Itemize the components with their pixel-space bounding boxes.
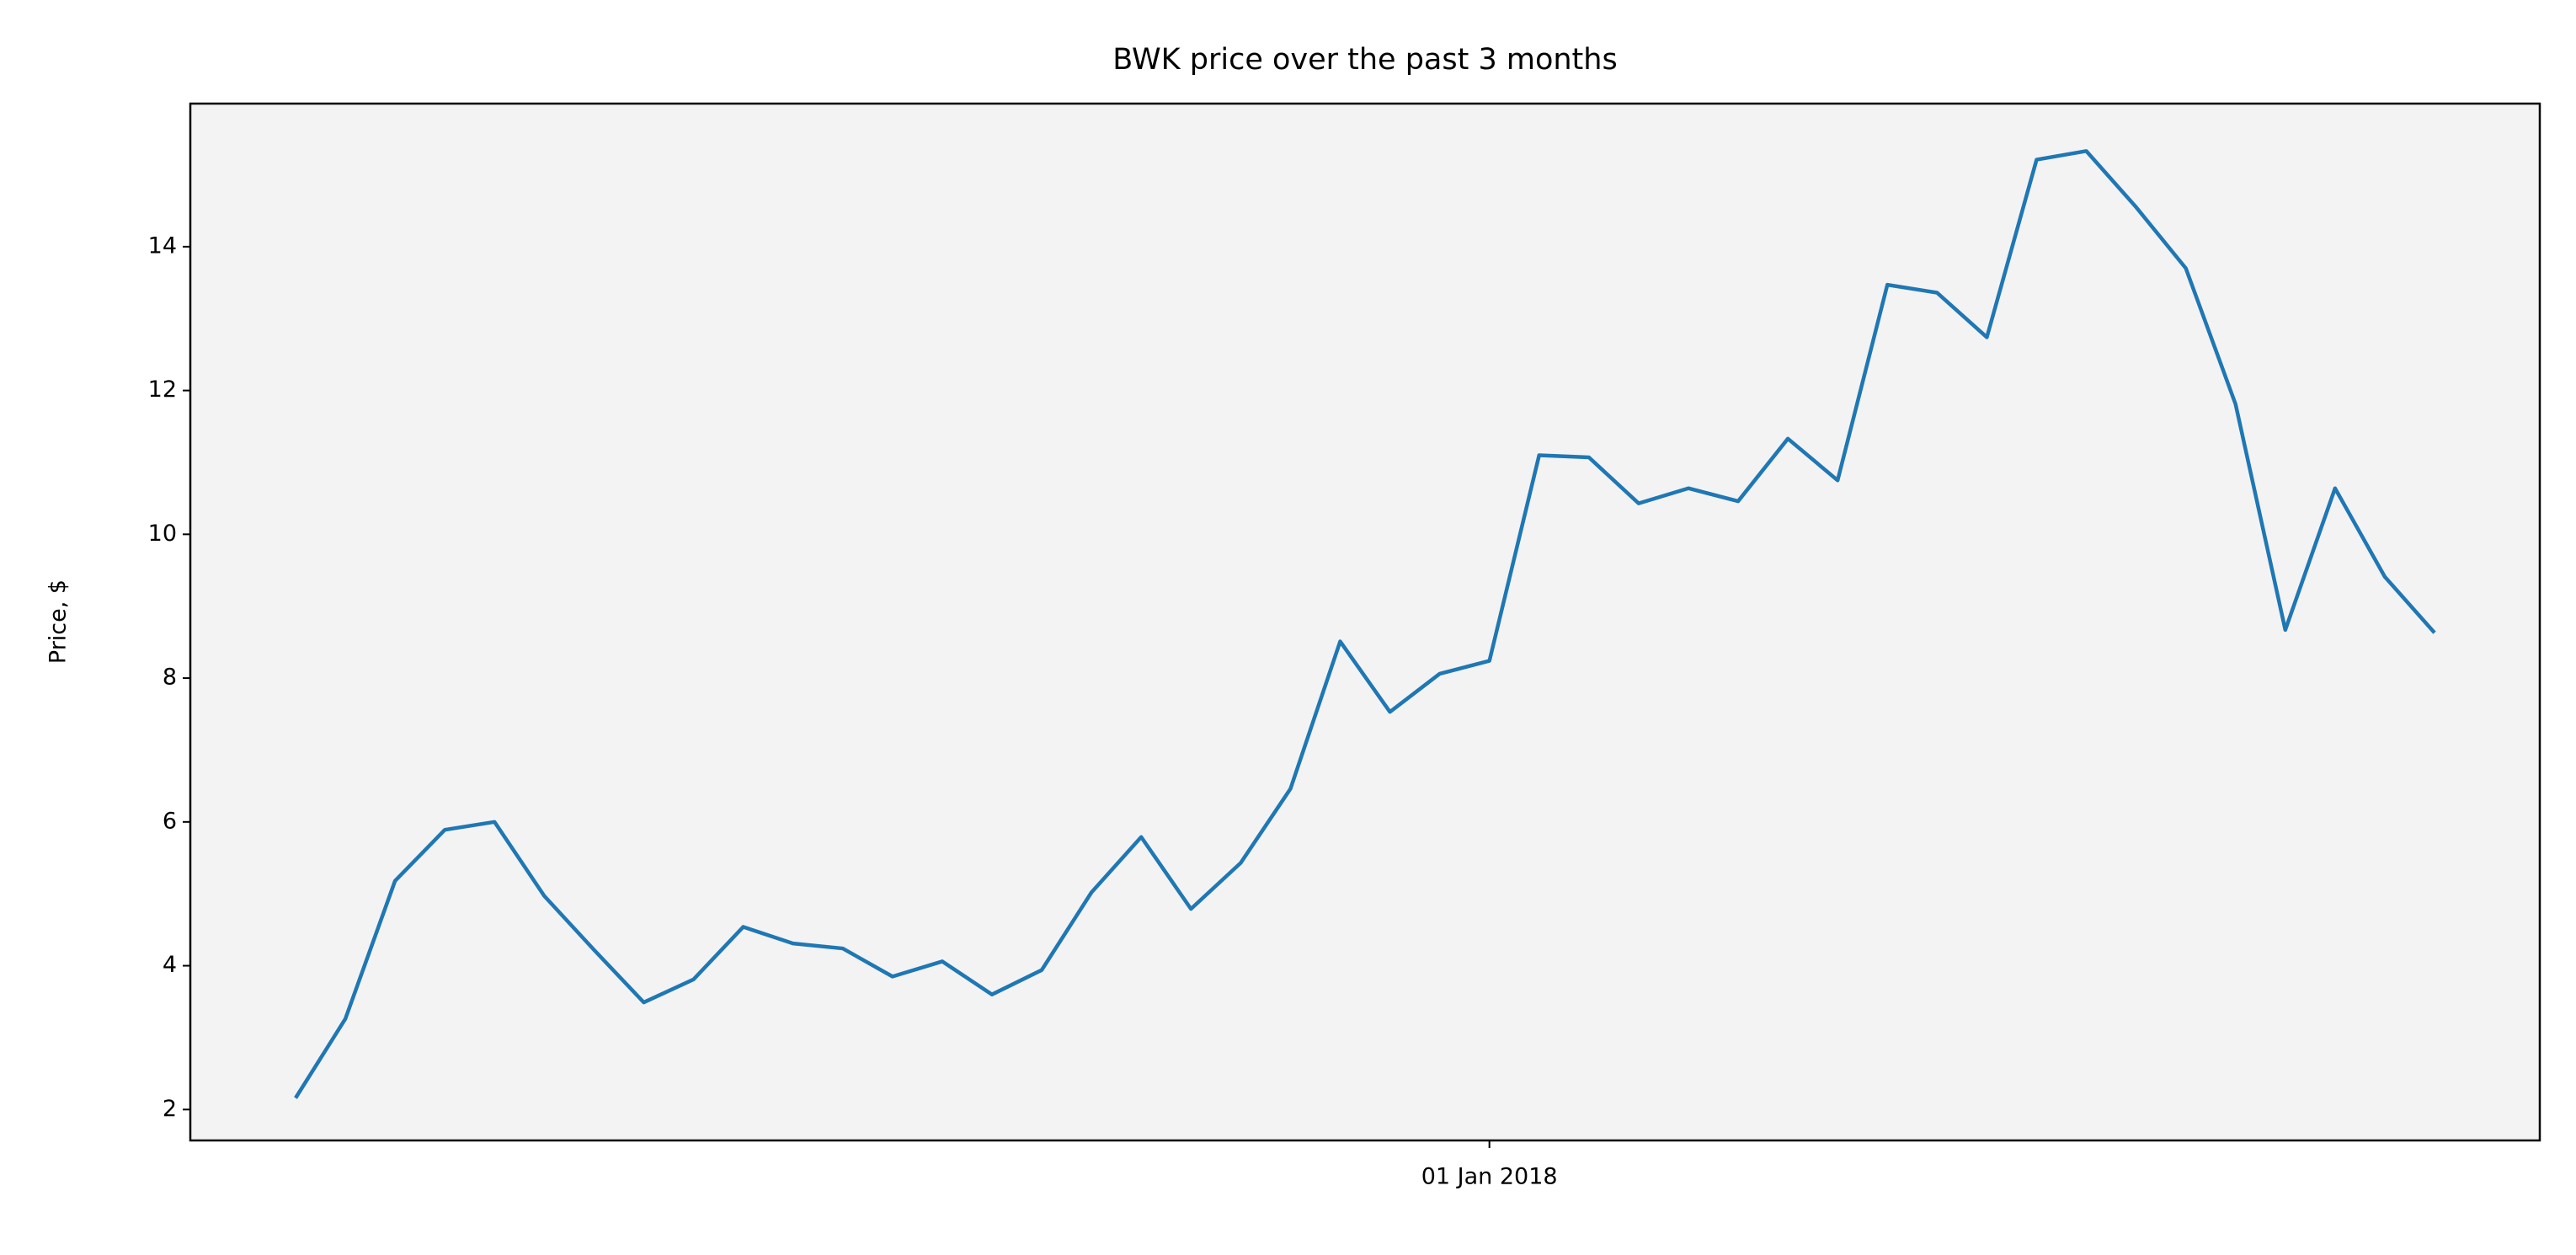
y-tick-label: 2	[163, 1096, 177, 1122]
plot-frame	[189, 102, 2541, 1142]
x-tick-label: 01 Jan 2018	[1421, 1164, 1558, 1190]
y-tick-label: 8	[163, 665, 177, 691]
chart-title: BWK price over the past 3 months	[1112, 43, 1617, 77]
y-tick-label: 4	[163, 952, 177, 978]
y-tick-label: 12	[148, 376, 177, 403]
y-tick-label: 6	[163, 808, 177, 834]
plot-area	[190, 104, 2540, 1140]
y-tick-label: 10	[148, 521, 177, 547]
y-tick-label: 14	[148, 232, 177, 259]
price-line	[294, 149, 2436, 1099]
y-axis-label: Price, $	[45, 579, 72, 664]
